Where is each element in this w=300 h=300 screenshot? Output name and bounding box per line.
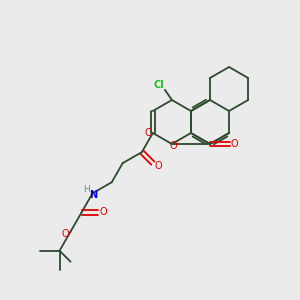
Text: H: H bbox=[83, 185, 90, 194]
Text: O: O bbox=[144, 128, 152, 138]
Text: O: O bbox=[231, 139, 238, 149]
Text: O: O bbox=[154, 161, 162, 171]
Text: N: N bbox=[89, 190, 98, 200]
Text: O: O bbox=[169, 141, 177, 151]
Text: O: O bbox=[62, 229, 69, 238]
Text: O: O bbox=[100, 207, 107, 218]
Text: Cl: Cl bbox=[154, 80, 164, 90]
